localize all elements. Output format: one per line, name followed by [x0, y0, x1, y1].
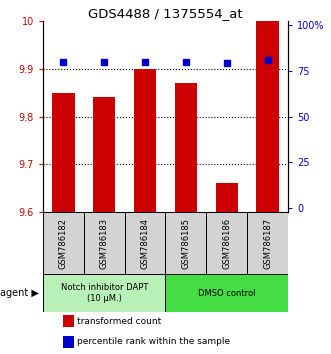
Bar	[43, 274, 166, 313]
Bar	[166, 212, 206, 274]
Text: DMSO control: DMSO control	[198, 289, 256, 298]
Text: GSM786186: GSM786186	[222, 217, 231, 269]
Bar	[93, 97, 116, 212]
Bar	[134, 69, 156, 212]
Bar	[63, 336, 73, 348]
Text: GSM786185: GSM786185	[181, 218, 190, 269]
Bar	[166, 274, 288, 313]
Text: GSM786182: GSM786182	[59, 218, 68, 269]
Bar	[175, 83, 197, 212]
Text: agent ▶: agent ▶	[0, 289, 39, 298]
Text: GSM786187: GSM786187	[263, 217, 272, 269]
Title: GDS4488 / 1375554_at: GDS4488 / 1375554_at	[88, 7, 243, 20]
Text: GSM786183: GSM786183	[100, 217, 109, 269]
Bar	[247, 212, 288, 274]
Bar	[125, 212, 166, 274]
Text: transformed count: transformed count	[77, 316, 162, 326]
Bar	[43, 212, 84, 274]
Text: Notch inhibitor DAPT
(10 μM.): Notch inhibitor DAPT (10 μM.)	[61, 283, 148, 303]
Bar	[63, 315, 73, 327]
Text: GSM786184: GSM786184	[141, 218, 150, 269]
Bar	[84, 212, 125, 274]
Text: percentile rank within the sample: percentile rank within the sample	[77, 337, 230, 347]
Bar	[206, 212, 247, 274]
Bar	[215, 183, 238, 212]
Bar	[256, 21, 279, 212]
Bar	[52, 93, 75, 212]
